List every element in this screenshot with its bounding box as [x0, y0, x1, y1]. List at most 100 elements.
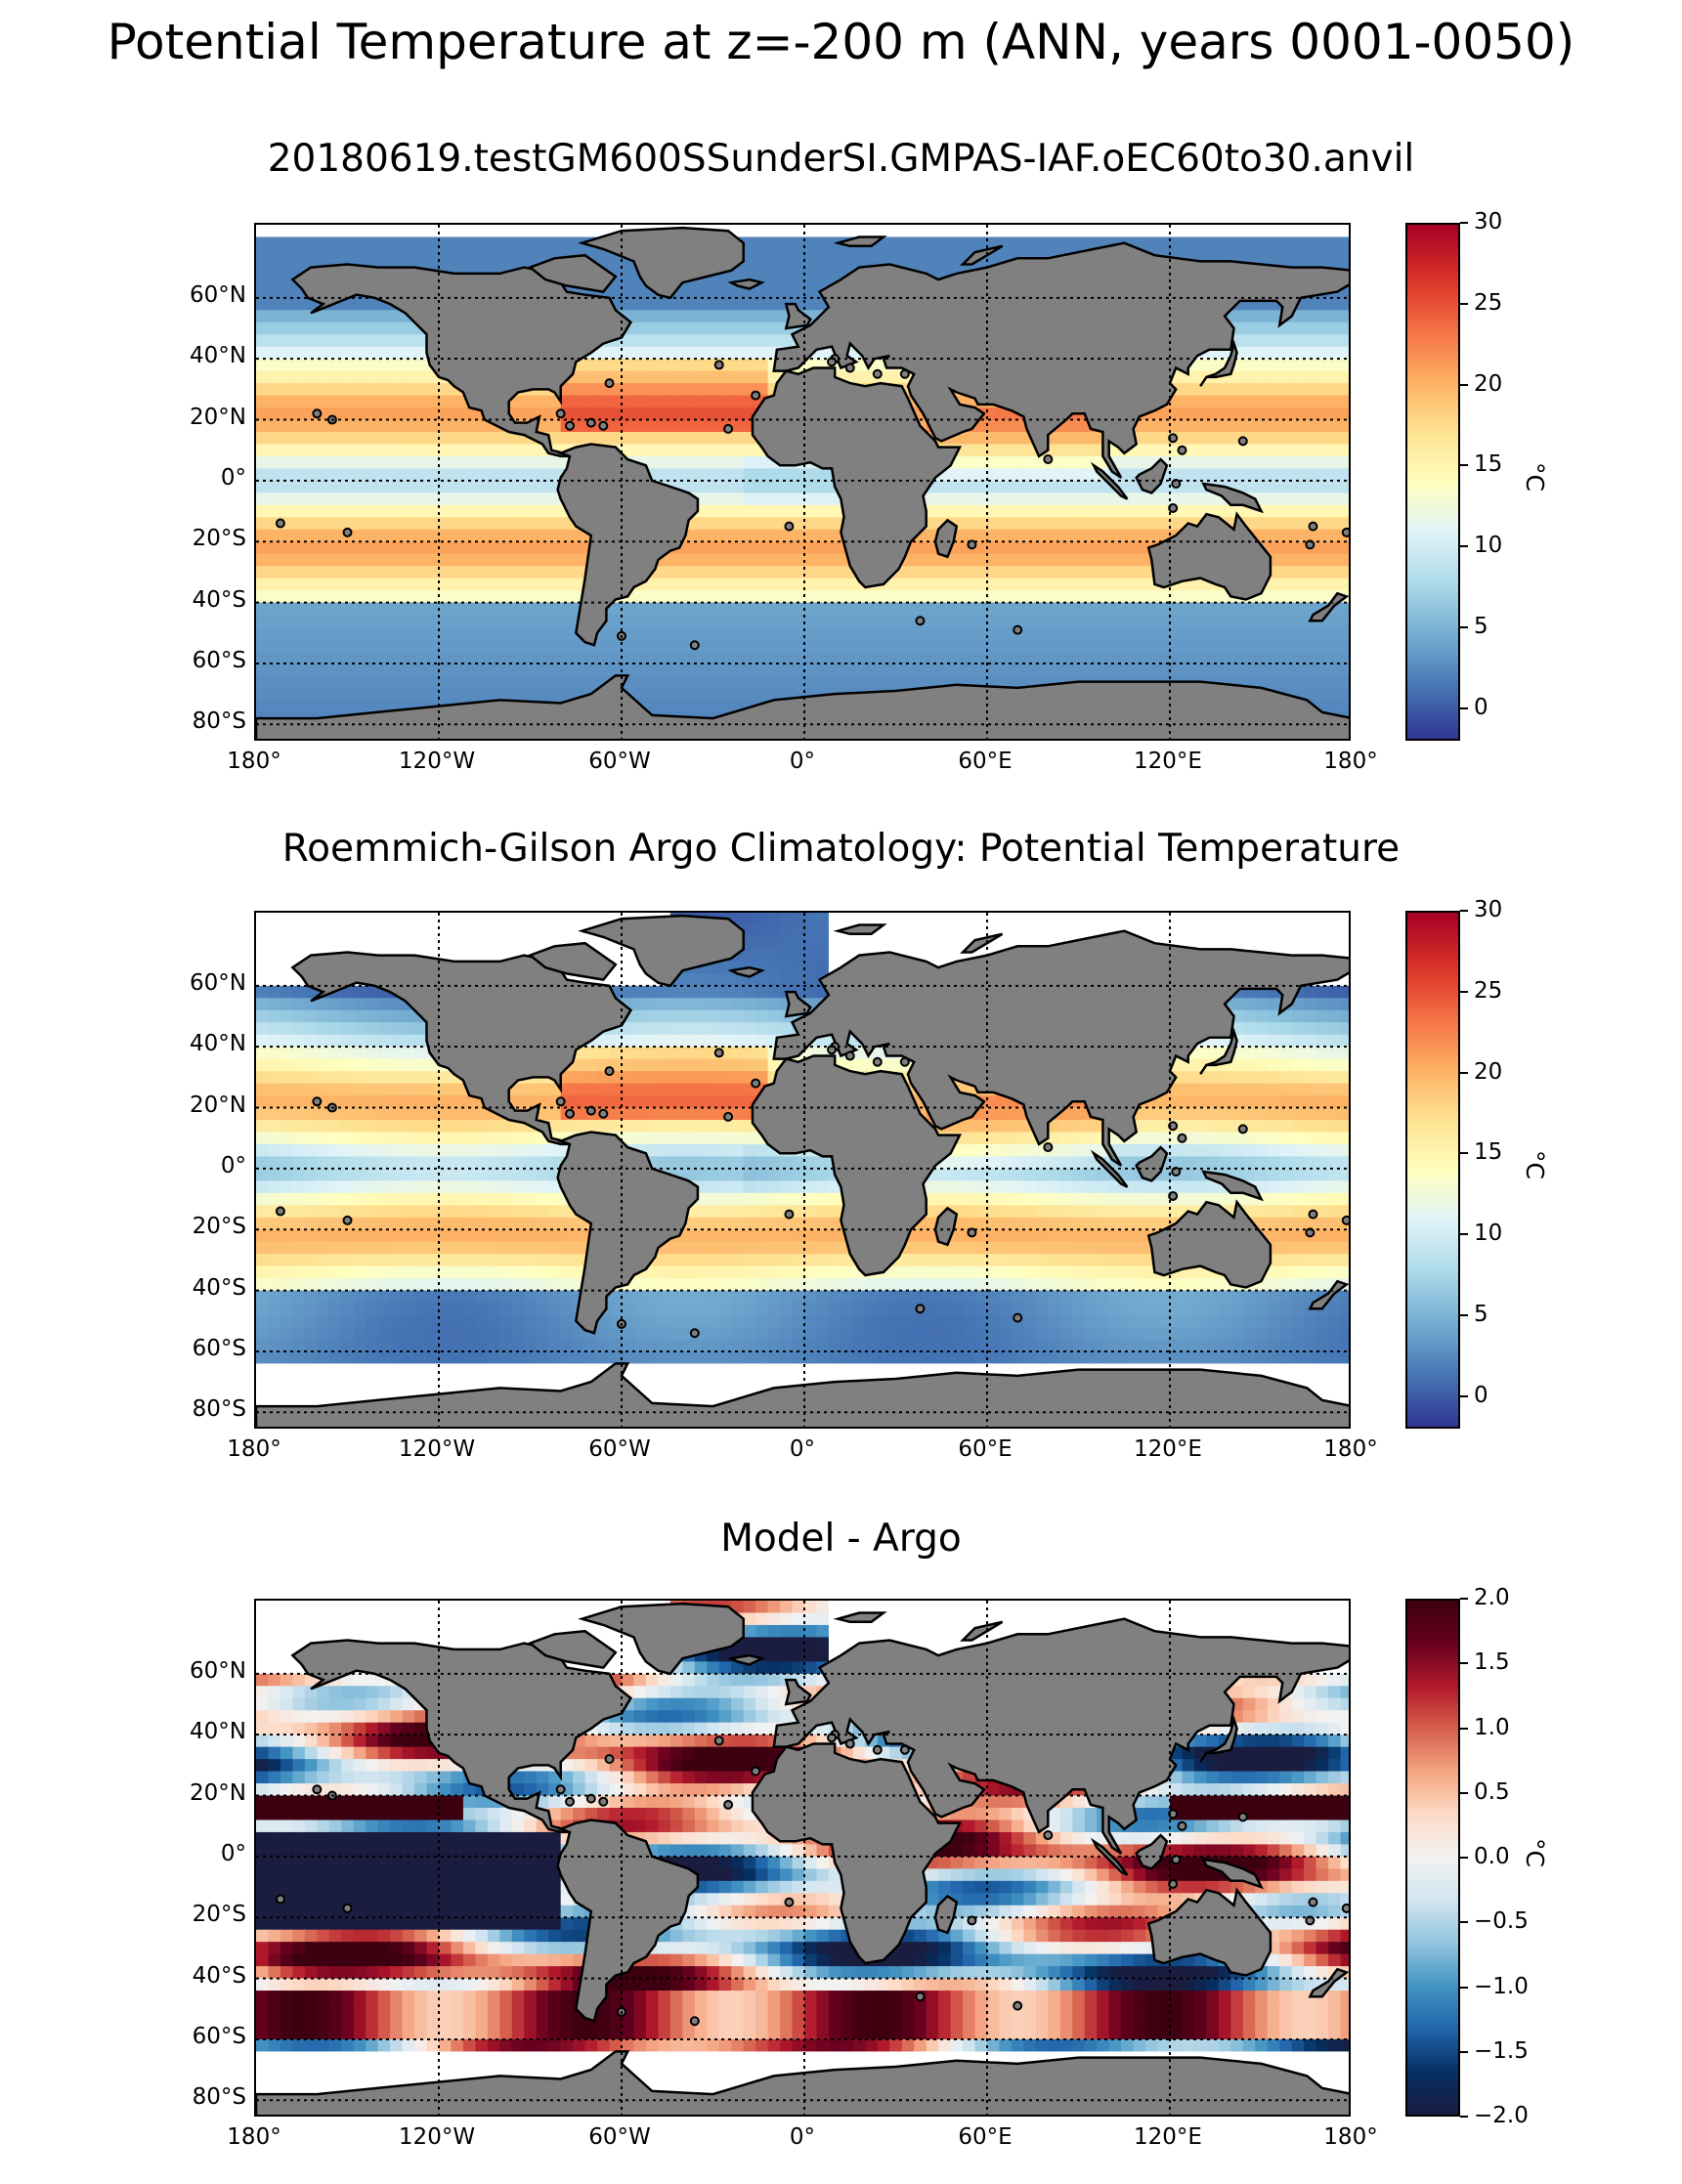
lon-tick-label: 0° — [789, 749, 816, 774]
land-new-zealand — [1308, 1279, 1349, 1310]
colorbar-tick — [1460, 1986, 1468, 1989]
lon-tick-label: 180° — [1323, 749, 1378, 774]
lat-tick-label: 20°S — [192, 1902, 246, 1928]
island — [872, 1056, 883, 1067]
land-borneo — [1135, 1833, 1169, 1870]
lon-tick-label: 60°W — [588, 1436, 651, 1462]
lat-tick-label: 0° — [220, 1840, 246, 1866]
colorbar-tick — [1460, 1727, 1468, 1730]
land-novaya-zemlya — [960, 932, 1004, 954]
island — [689, 1328, 700, 1339]
land-new-guinea — [1201, 482, 1264, 514]
lon-tick-label: 60°E — [958, 2124, 1013, 2150]
island — [585, 417, 596, 428]
island — [1308, 521, 1318, 532]
island — [1171, 1855, 1182, 1864]
island — [312, 1784, 323, 1795]
colorbar — [1405, 1599, 1460, 2117]
colorbar-tick-label: 1.5 — [1474, 1649, 1510, 1676]
island — [1171, 479, 1182, 489]
land-iceland — [727, 278, 765, 290]
colorbar-tick — [1460, 1857, 1468, 1859]
lon-tick-label: 180° — [227, 2124, 281, 2150]
colorbar-tick — [1460, 383, 1468, 386]
land-baffin — [528, 1629, 618, 1669]
lon-tick-label: 180° — [1323, 1436, 1378, 1462]
island — [967, 1915, 977, 1926]
lat-tick-label: 60°S — [192, 2023, 246, 2049]
lat-tick-label: 80°S — [192, 708, 246, 735]
island — [598, 1796, 609, 1807]
land-australia — [1146, 1199, 1272, 1289]
island — [844, 363, 855, 373]
island — [585, 1105, 596, 1116]
island — [844, 1050, 855, 1061]
island — [1013, 624, 1023, 635]
island — [565, 1108, 576, 1119]
lat-tick-label: 60°N — [190, 281, 246, 308]
island — [784, 521, 795, 532]
island — [275, 1894, 285, 1905]
colorbar-tick-label: 5 — [1474, 1302, 1488, 1328]
land-svalbard — [833, 923, 887, 936]
land-africa — [751, 366, 963, 589]
colorbar-tick-label: 0.5 — [1474, 1778, 1510, 1805]
colorbar-tick — [1460, 1152, 1468, 1155]
lon-tick-label: 180° — [1323, 2124, 1378, 2150]
colorbar-tick — [1460, 1921, 1468, 1924]
island — [555, 1096, 566, 1107]
colorbar-tick — [1460, 1233, 1468, 1236]
land-svalbard — [833, 236, 887, 248]
colorbar-tick-label: 0 — [1474, 694, 1488, 720]
island — [555, 408, 566, 419]
lon-tick-label: 120°W — [398, 1436, 476, 1462]
island — [872, 368, 883, 379]
colorbar-unit-label: °C — [1521, 1150, 1549, 1179]
land-africa — [751, 1054, 963, 1277]
land-japan — [1199, 339, 1238, 387]
island — [723, 423, 734, 434]
land-new-guinea — [1201, 1170, 1264, 1202]
colorbar-tick — [1460, 1314, 1468, 1317]
colorbar-unit-label: °C — [1521, 462, 1549, 492]
island — [1013, 2000, 1023, 2011]
lon-tick-label: 0° — [789, 2124, 816, 2150]
colorbar-tick-label: 5 — [1474, 614, 1488, 640]
lat-tick-label: 20°N — [190, 404, 246, 430]
island — [899, 1744, 910, 1755]
lat-tick-label: 60°S — [192, 1335, 246, 1361]
colorbar-tick-label: −2.0 — [1474, 2103, 1529, 2128]
lat-tick-label: 20°N — [190, 1779, 246, 1806]
colorbar-tick-label: 25 — [1474, 977, 1503, 1004]
colorbar-tick-label: 15 — [1474, 451, 1503, 478]
island — [1177, 1133, 1187, 1143]
colorbar-tick-label: 25 — [1474, 289, 1503, 316]
island — [1043, 1830, 1054, 1841]
island — [342, 1903, 353, 1913]
lat-tick-label: 60°N — [190, 1657, 246, 1684]
lon-tick-label: 60°W — [588, 2124, 651, 2150]
island — [598, 420, 609, 431]
colorbar-tick — [1460, 222, 1468, 224]
island — [872, 1744, 883, 1755]
lat-tick-label: 0° — [220, 1152, 246, 1178]
land-south-america — [556, 1131, 700, 1335]
colorbar-tick — [1460, 1791, 1468, 1794]
land-baffin — [528, 253, 618, 293]
island — [1237, 1812, 1248, 1822]
land-new-guinea — [1201, 1858, 1264, 1890]
colorbar-tick-label: 30 — [1474, 209, 1503, 235]
land-madagascar — [933, 518, 959, 559]
lon-tick-label: 120°W — [398, 749, 476, 774]
lat-tick-label: 80°S — [192, 1396, 246, 1423]
island — [585, 1793, 596, 1804]
lat-tick-label: 60°S — [192, 647, 246, 673]
colorbar-unit-label: °C — [1521, 1838, 1549, 1867]
colorbar-tick — [1460, 1662, 1468, 1665]
colorbar-tick-label: −0.5 — [1474, 1908, 1529, 1935]
island — [723, 1799, 734, 1810]
colorbar-tick — [1460, 910, 1468, 912]
island — [713, 1048, 724, 1058]
colorbar-tick-label: 0.0 — [1474, 1844, 1510, 1869]
lon-tick-label: 120°E — [1134, 749, 1202, 774]
